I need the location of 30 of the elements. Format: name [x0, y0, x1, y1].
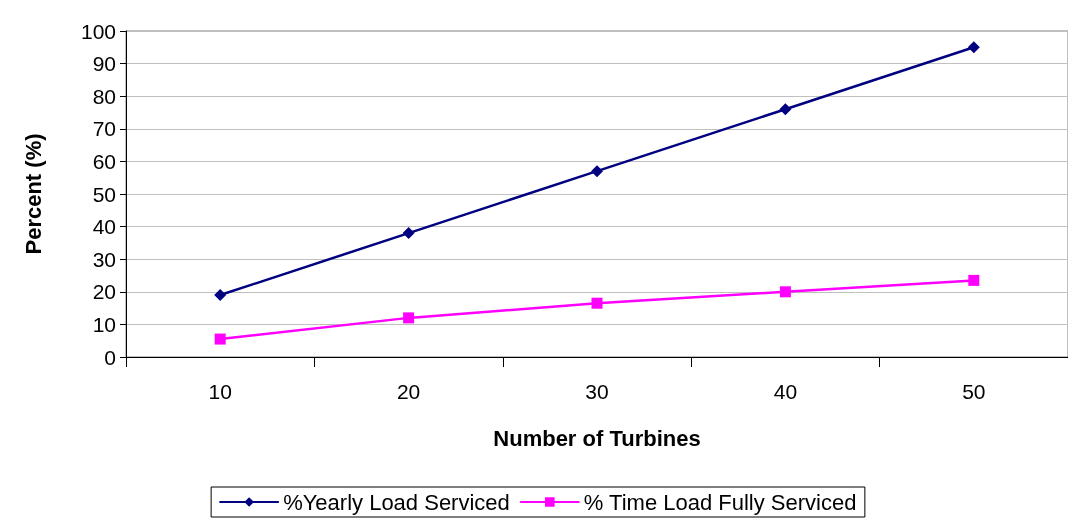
y-tick-label: 40: [92, 215, 116, 239]
x-tick-label: 30: [585, 380, 609, 403]
point: [403, 312, 415, 324]
point: [402, 227, 415, 240]
y-tick-label: 80: [92, 84, 116, 108]
legend-label: % Time Load Fully Serviced: [583, 489, 857, 515]
y-tick-label: 0: [104, 345, 116, 369]
x-axis-title: Number of Turbines: [493, 425, 701, 451]
y-tick-label: 20: [92, 280, 116, 304]
y-tick-label: 50: [92, 182, 116, 206]
point: [779, 286, 791, 298]
point: [968, 274, 980, 286]
point: [591, 297, 603, 309]
y-tick-label: 90: [92, 52, 116, 76]
y-axis-title: Percent (%): [20, 133, 46, 255]
legend-label: %Yearly Load Serviced: [283, 489, 510, 515]
point: [779, 103, 792, 116]
y-tick-label: 70: [92, 117, 116, 141]
x-tick-label: 10: [208, 380, 232, 403]
point: [967, 41, 980, 54]
y-tick-label: 60: [92, 149, 116, 173]
x-tick-label: 20: [396, 380, 421, 403]
y-tick-label: 30: [92, 247, 116, 271]
x-tick-label: 50: [962, 380, 986, 403]
point: [591, 165, 603, 178]
x-tick-label: 40: [773, 380, 798, 403]
y-tick-label: 100: [80, 19, 116, 43]
point: [214, 289, 227, 302]
y-tick-label: 10: [92, 312, 116, 336]
point: [214, 333, 226, 345]
